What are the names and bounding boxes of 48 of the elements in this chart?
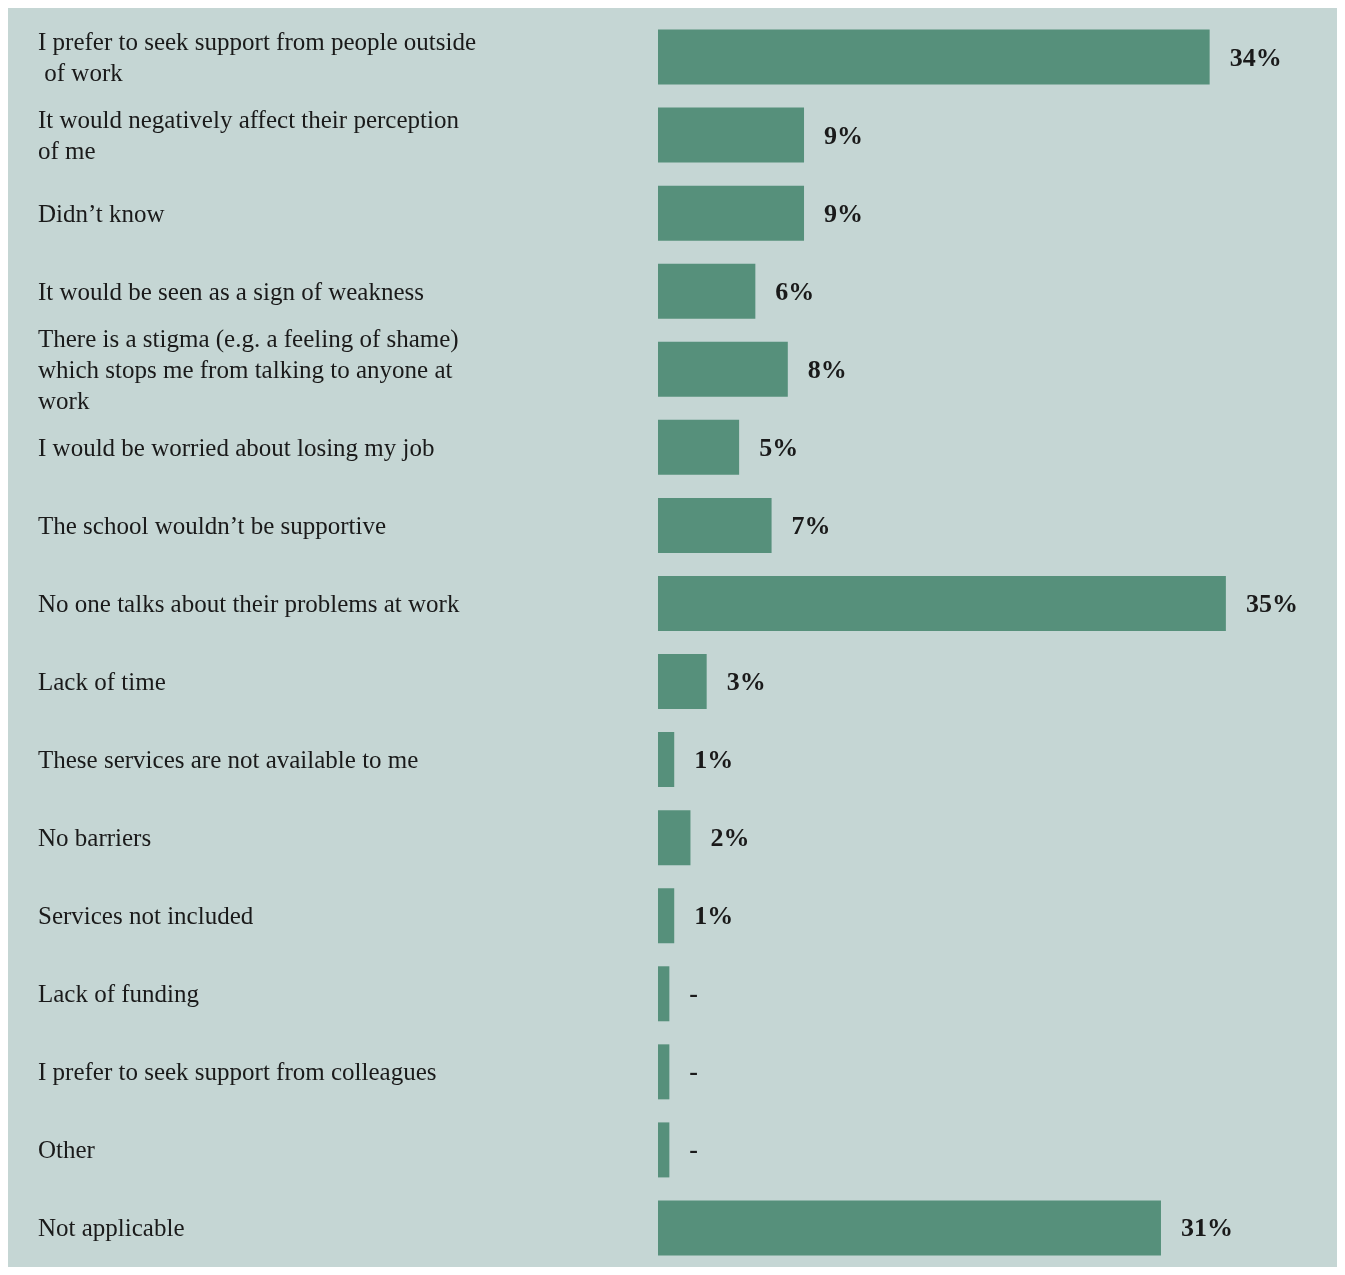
bar <box>658 732 675 788</box>
y-tick-label: The school wouldn’t be supportive <box>38 511 387 539</box>
data-label: 1% <box>694 745 734 775</box>
bar <box>658 810 691 866</box>
data-label: - <box>689 1135 699 1165</box>
data-label: 9% <box>824 198 864 228</box>
data-label: - <box>689 979 699 1009</box>
y-tick-label: There is a stigma (e.g. a feeling of shame) which stops me from talking to anyone at work <box>38 324 465 414</box>
data-label: 1% <box>694 901 734 931</box>
bar <box>658 1122 670 1178</box>
y-tick-label: Services not included <box>38 902 254 930</box>
data-label: 34% <box>1229 42 1282 72</box>
data-label: 5% <box>759 432 799 462</box>
data-label: 9% <box>824 120 864 150</box>
data-label: 6% <box>775 276 815 306</box>
bar <box>658 1044 670 1100</box>
y-tick-label: I would be worried about losing my job <box>38 433 435 461</box>
bar <box>658 575 1226 631</box>
data-label: 2% <box>710 823 750 853</box>
bar <box>658 263 756 319</box>
bar <box>658 1200 1161 1256</box>
data-label: 31% <box>1180 1213 1233 1243</box>
y-tick-label: Other <box>38 1136 96 1164</box>
data-label: - <box>689 1057 699 1087</box>
data-label: 35% <box>1245 588 1298 618</box>
y-tick-label: These services are not available to me <box>38 746 419 774</box>
data-label: 3% <box>726 667 766 697</box>
y-tick-label: No one talks about their problems at work <box>38 589 460 617</box>
y-tick-label: Didn’t know <box>38 199 165 227</box>
bar <box>658 107 805 163</box>
data-label: 7% <box>791 510 831 540</box>
y-tick-label: No barriers <box>38 824 152 852</box>
y-tick-label: It would be seen as a sign of weakness <box>38 277 425 305</box>
y-tick-label: Lack of time <box>38 668 166 696</box>
bar <box>658 966 670 1022</box>
bar <box>658 185 805 241</box>
bar <box>658 29 1210 85</box>
bar <box>658 497 772 553</box>
bar <box>658 419 740 475</box>
y-tick-label: Not applicable <box>38 1214 185 1242</box>
bar <box>658 654 707 710</box>
bar <box>658 888 675 944</box>
data-label: 8% <box>807 354 847 384</box>
y-tick-label: It would negatively affect their perception of me <box>38 106 466 165</box>
bar <box>658 341 788 397</box>
y-tick-label: I prefer to seek support from colleagues <box>38 1058 437 1086</box>
y-tick-label: Lack of funding <box>38 980 200 1008</box>
y-tick-label: I prefer to seek support from people outside of work <box>38 28 477 87</box>
